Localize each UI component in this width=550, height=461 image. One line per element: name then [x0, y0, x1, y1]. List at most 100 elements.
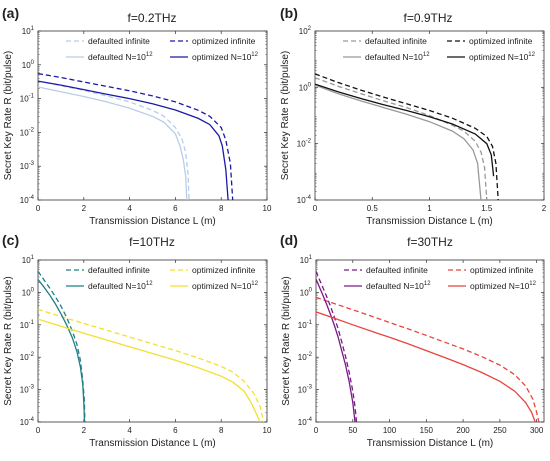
y-tick-label: 10-1: [20, 320, 35, 330]
y-tick-base: 10: [298, 353, 307, 362]
legend-entry-text: defaulted N=10: [365, 52, 423, 62]
series-line-1: [315, 77, 488, 200]
legend-entry: defaulted N=1012: [365, 52, 430, 62]
y-tick-exponent: -1: [29, 94, 35, 100]
chart-title: f=0.9THz: [403, 11, 452, 25]
legend-entry: defaulted N=1012: [366, 281, 431, 291]
legend-entry-exponent: 12: [424, 281, 431, 287]
y-tick-base: 10: [300, 256, 309, 265]
x-tick-label: 300: [530, 426, 544, 435]
x-tick-label: 200: [456, 426, 470, 435]
series-line-3: [316, 278, 356, 422]
legend: defaulted infinite optimized infinite defa…: [66, 36, 259, 62]
x-tick-label: 2: [82, 426, 87, 435]
legend-entry: optimized infinite: [192, 265, 256, 275]
panel-label: (b): [280, 5, 298, 21]
legend-entry-text: optimized infinite: [192, 265, 256, 275]
y-tick-base: 10: [20, 418, 29, 427]
legend-entry-exponent: 12: [529, 281, 536, 287]
y-tick-base: 10: [20, 196, 29, 205]
plot-area: [37, 30, 268, 201]
legend-entry-exponent: 12: [423, 52, 430, 58]
legend-entry-text: optimized N=10: [469, 52, 529, 62]
series-line-2: [38, 72, 234, 200]
y-tick-exponent: 0: [309, 287, 313, 293]
panel-label: (d): [280, 232, 298, 248]
y-tick-exponent: 0: [308, 82, 312, 88]
x-tick-label: 8: [219, 426, 224, 435]
y-tick-exponent: 0: [31, 60, 35, 66]
series-line-1: [316, 270, 358, 422]
legend-entry-text: defaulted N=10: [366, 281, 424, 291]
x-tick-label: 0: [313, 204, 318, 213]
legend-entry-text: optimized infinite: [469, 36, 533, 46]
y-tick-base: 10: [297, 140, 306, 149]
y-tick-exponent: 2: [308, 26, 312, 32]
y-axis-label: Secret Key Rate R (bit/pulse): [3, 276, 14, 406]
x-tick-label: 0.5: [367, 204, 379, 213]
x-tick-label: 0: [36, 204, 41, 213]
y-tick-base: 10: [298, 386, 307, 395]
chart-title: f=30THz: [407, 235, 453, 249]
legend: defaulted infinite optimized infinite defa…: [66, 265, 259, 291]
legend-entry-text: optimized N=10: [470, 281, 530, 291]
y-tick-exponent: -2: [29, 352, 35, 358]
y-tick-base: 10: [22, 61, 31, 70]
y-tick-exponent: -4: [307, 417, 313, 423]
y-tick-exponent: -4: [29, 417, 35, 423]
y-tick-exponent: -2: [306, 139, 312, 145]
y-tick-base: 10: [20, 353, 29, 362]
x-tick-label: 8: [219, 204, 224, 213]
x-tick-label: 1: [427, 204, 432, 213]
y-tick-exponent: -1: [307, 320, 313, 326]
legend-entry-exponent: 12: [251, 281, 258, 287]
y-tick-label: 100: [22, 287, 35, 297]
legend-entry-exponent: 12: [146, 281, 153, 287]
legend: defaulted infinite optimized infinite defa…: [344, 265, 537, 291]
y-tick-label: 100: [22, 60, 35, 70]
panel-label: (a): [2, 5, 19, 21]
x-tick-label: 150: [420, 426, 434, 435]
y-tick-exponent: -3: [29, 161, 35, 167]
x-tick-label: 4: [127, 204, 132, 213]
y-tick-label: 101: [300, 255, 313, 265]
y-tick-base: 10: [300, 288, 309, 297]
y-tick-base: 10: [20, 162, 29, 171]
series-line-4: [316, 311, 536, 422]
y-tick-base: 10: [22, 288, 31, 297]
series-line-2: [316, 296, 540, 422]
y-tick-base: 10: [298, 418, 307, 427]
y-tick-label: 10-2: [297, 139, 312, 149]
y-tick-exponent: -3: [29, 385, 35, 391]
y-tick-label: 102: [299, 26, 312, 36]
y-tick-label: 10-4: [298, 417, 313, 427]
series-group: [38, 270, 265, 422]
y-tick-label: 10-2: [20, 352, 35, 362]
chart-title: f=0.2THz: [127, 11, 176, 25]
legend-entry-text: defaulted infinite: [365, 36, 427, 46]
series-line-4: [38, 80, 229, 200]
y-tick-label: 10-4: [297, 195, 312, 205]
series-line-3: [315, 84, 482, 200]
legend-entry: optimized N=1012: [192, 52, 259, 62]
x-tick-label: 1.5: [481, 204, 493, 213]
x-axis-label: Transmission Distance L (m): [366, 216, 493, 227]
y-tick-label: 101: [22, 26, 35, 36]
legend-entry-text: defaulted infinite: [88, 36, 150, 46]
y-tick-base: 10: [20, 95, 29, 104]
x-tick-label: 100: [383, 426, 397, 435]
y-tick-label: 100: [299, 82, 312, 92]
legend-entry: optimized N=1012: [470, 281, 537, 291]
series-line-3: [38, 86, 188, 200]
y-tick-label: 10-4: [20, 417, 35, 427]
y-tick-label: 10-1: [20, 94, 35, 104]
x-tick-label: 10: [263, 426, 272, 435]
x-tick-label: 0: [36, 426, 41, 435]
legend-entry: defaulted infinite: [88, 36, 150, 46]
y-tick-exponent: 0: [31, 287, 35, 293]
y-tick-exponent: -2: [29, 127, 35, 133]
x-tick-label: 50: [348, 426, 357, 435]
x-tick-label: 2: [542, 204, 547, 213]
